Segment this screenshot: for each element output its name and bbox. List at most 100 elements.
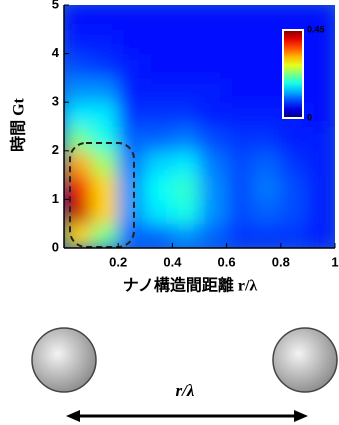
heat-cell <box>199 5 227 30</box>
heat-cell <box>64 126 92 151</box>
x-tick-label: 1 <box>331 254 338 269</box>
heat-cell <box>253 53 281 78</box>
heat-cell <box>253 29 281 54</box>
heat-cell <box>199 29 227 54</box>
heat-cell <box>226 29 254 54</box>
heat-cell <box>145 150 173 175</box>
heat-cell <box>172 126 200 151</box>
heat-cell <box>226 5 254 30</box>
heat-cell <box>145 199 173 224</box>
heat-cell <box>172 5 200 30</box>
heat-cell <box>118 223 146 248</box>
heat-cell <box>199 175 227 200</box>
heat-cell <box>199 126 227 151</box>
heat-cell <box>91 5 119 30</box>
x-tick-label: 0.4 <box>163 254 182 269</box>
heat-cell <box>172 175 200 200</box>
heat-cell <box>64 77 92 102</box>
heat-cell <box>64 199 92 224</box>
heat-cell <box>280 199 308 224</box>
distance-label: r/λ <box>176 381 195 400</box>
heat-cell <box>91 150 119 175</box>
heat-cell <box>118 126 146 151</box>
heat-cell <box>91 223 119 248</box>
heat-cell <box>91 126 119 151</box>
heat-cell <box>172 29 200 54</box>
heat-cell <box>253 175 281 200</box>
heat-cell <box>91 102 119 127</box>
heat-cell <box>280 5 308 30</box>
heat-cell <box>91 77 119 102</box>
heat-cell <box>226 77 254 102</box>
heat-cell <box>199 223 227 248</box>
heat-cell <box>253 199 281 224</box>
heat-cell <box>172 150 200 175</box>
heat-cell <box>280 223 308 248</box>
x-tick-label: 0.2 <box>109 254 127 269</box>
heat-cell <box>307 199 335 224</box>
heat-cell <box>118 53 146 78</box>
heat-cell <box>226 223 254 248</box>
heat-cell <box>172 77 200 102</box>
heat-cell <box>226 199 254 224</box>
heat-cell <box>91 199 119 224</box>
x-tick-label: 0.6 <box>218 254 236 269</box>
heat-cell <box>118 29 146 54</box>
heat-cell <box>118 150 146 175</box>
heat-cell <box>118 199 146 224</box>
y-tick-label: 0 <box>52 239 59 254</box>
y-tick-label: 5 <box>52 0 59 11</box>
sphere <box>32 328 96 392</box>
heat-cell <box>226 126 254 151</box>
colorbar-tick-label: 0 <box>307 112 312 122</box>
heat-cell <box>199 53 227 78</box>
heat-cell <box>91 29 119 54</box>
heat-cell <box>253 102 281 127</box>
y-tick-label: 2 <box>52 142 59 157</box>
heat-cell <box>307 77 335 102</box>
heat-cell <box>307 150 335 175</box>
heat-cell <box>118 77 146 102</box>
heat-cell <box>91 53 119 78</box>
heat-cell <box>145 5 173 30</box>
heat-cell <box>253 126 281 151</box>
heat-cell <box>145 175 173 200</box>
heat-cell <box>199 102 227 127</box>
x-tick-label: 0.8 <box>272 254 290 269</box>
heat-cell <box>307 223 335 248</box>
figure: 0123450.20.40.60.81 時間 Gt ナノ構造間距離 r/λ r/… <box>0 0 339 425</box>
heat-cell <box>253 5 281 30</box>
y-tick-label: 3 <box>52 94 59 109</box>
heat-cell <box>280 126 308 151</box>
heat-cell <box>226 150 254 175</box>
y-axis-label: 時間 Gt <box>9 97 28 151</box>
heat-cell <box>199 199 227 224</box>
heat-cell <box>64 29 92 54</box>
heat-cell <box>226 53 254 78</box>
heat-cell <box>64 53 92 78</box>
y-tick-label: 4 <box>52 45 60 60</box>
heat-cell <box>280 175 308 200</box>
heat-cell <box>280 150 308 175</box>
heat-cell <box>118 102 146 127</box>
x-axis-label: ナノ構造間距離 r/λ <box>123 276 258 295</box>
heat-cell <box>64 150 92 175</box>
heat-cell <box>118 5 146 30</box>
heat-cell <box>145 102 173 127</box>
arrow-head <box>294 410 308 422</box>
heat-cell <box>226 102 254 127</box>
heat-cell <box>64 5 92 30</box>
heat-cell <box>307 126 335 151</box>
heat-cell <box>118 175 146 200</box>
sphere <box>273 328 337 392</box>
heat-cell <box>64 102 92 127</box>
heat-cell <box>172 53 200 78</box>
heat-cell <box>64 175 92 200</box>
heat-cell <box>145 223 173 248</box>
heat-cell <box>199 150 227 175</box>
heat-cell <box>253 77 281 102</box>
heat-cell <box>145 126 173 151</box>
heat-cell <box>91 175 119 200</box>
arrow-head <box>66 410 80 422</box>
heat-cell <box>172 102 200 127</box>
